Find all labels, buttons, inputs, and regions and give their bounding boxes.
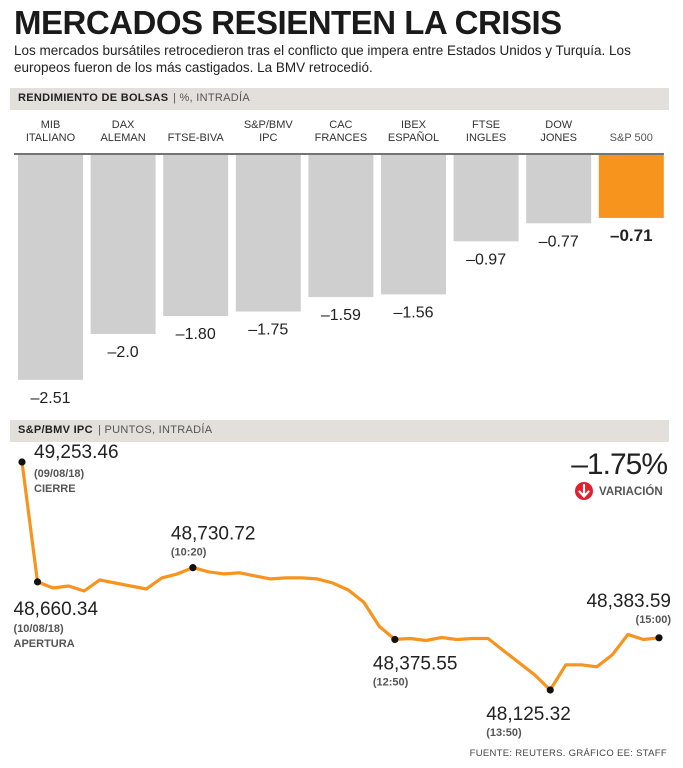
bar-value-label: –2.0 [108,344,139,361]
bar-value-label: –0.71 [610,226,653,245]
variation-value: –1.75% [571,448,667,481]
bar-section-sublabel: | %, INTRADÍA [173,92,251,104]
bar-0 [18,155,83,380]
ipc-point [18,458,26,466]
bar-value-label: –1.59 [321,307,361,324]
line-section-label: S&P/BMV IPC [18,424,93,436]
ipc-date-label: (15:00) [636,614,672,626]
ipc-value-label: 48,125.32 [486,704,571,725]
ipc-value-label: 48,660.34 [14,599,99,620]
bar-category-label: ESPAÑOL [388,131,439,144]
bar-value-label: –0.77 [539,233,579,250]
bar-7 [526,155,592,224]
bar-value-label: –2.51 [30,390,70,407]
ipc-value-label: 48,383.59 [586,591,671,612]
bar-value-label: –1.75 [248,322,288,339]
bar-category-label: INGLES [466,132,506,144]
ipc-annotation-label: CIERRE [34,483,76,495]
bar-category-label: IBEX [401,119,427,131]
ipc-value-label: 48,375.55 [373,653,458,674]
bar-section-header: RENDIMIENTO DE BOLSAS | %, INTRADÍA [10,88,669,110]
chart-title: MERCADOS RESIENTEN LA CRISIS [14,4,562,41]
bar-1 [90,155,156,334]
bar-category-label: IPC [259,132,277,144]
ipc-date-label: (13:50) [486,727,522,739]
ipc-date-label: (12:50) [373,676,409,688]
ipc-point [655,634,663,642]
bar-category-label: CAC [329,119,352,131]
bar-6 [453,155,519,242]
bar-category-label: S&P/BMV [244,119,294,131]
ipc-point [546,686,554,694]
bar-category-label: ALEMAN [100,132,145,144]
bar-category-label: DOW [545,119,573,131]
ipc-line [20,460,661,692]
ipc-date-label: (09/08/18) [34,468,84,480]
chart-subtitle: Los mercados bursátiles retrocedieron tr… [14,43,631,75]
bar-category-label: S&P 500 [610,132,653,144]
ipc-annotation-label: APERTURA [14,638,75,650]
source-note: FUENTE: REUTERS. GRÁFICO EE: STAFF [469,748,667,759]
bar-3 [235,155,301,312]
variation-label: VARIACIÓN [599,485,663,498]
ipc-date-label: (10:20) [171,547,207,559]
bar-value-label: –1.80 [176,326,216,343]
ipc-point [189,564,197,572]
bar-category-label: MIB [41,119,61,131]
bar-category-label: DAX [112,119,135,131]
ipc-date-label: (10/08/18) [14,623,64,635]
line-section-header: S&P/BMV IPC | PUNTOS, INTRADÍA [10,420,669,442]
bar-2 [163,155,229,316]
bar-category-label: JONES [540,132,577,144]
ipc-point [33,578,42,586]
bar-section-label: RENDIMIENTO DE BOLSAS [18,92,169,104]
bar-category-label: ITALIANO [26,132,76,144]
down-arrow-glyph [578,483,590,499]
bar-8 [598,155,664,218]
ipc-value-label: 49,253.46 [34,442,119,463]
ipc-value-label: 48,730.72 [171,524,256,545]
bar-4 [308,155,374,298]
ipc-point [391,635,399,644]
bar-5 [381,155,446,295]
bar-category-label: FRANCES [315,132,368,144]
bar-category-label: FTSE [472,119,500,131]
bar-category-label: FTSE-BIVA [168,132,225,144]
line-section-sublabel: | PUNTOS, INTRADÍA [98,424,213,436]
bar-value-label: –0.97 [466,251,506,268]
bar-value-label: –1.56 [393,304,433,321]
